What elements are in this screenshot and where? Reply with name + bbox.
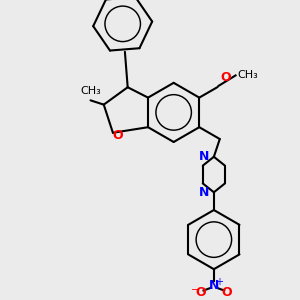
Text: −: −: [191, 285, 199, 295]
Text: O: O: [222, 286, 232, 299]
Text: N: N: [209, 279, 219, 292]
Text: O: O: [112, 129, 123, 142]
Text: CH₃: CH₃: [237, 70, 258, 80]
Text: O: O: [220, 71, 231, 84]
Text: N: N: [199, 186, 209, 199]
Text: CH₃: CH₃: [80, 86, 101, 96]
Text: N: N: [199, 150, 209, 163]
Text: O: O: [195, 286, 206, 299]
Text: +: +: [215, 277, 223, 287]
